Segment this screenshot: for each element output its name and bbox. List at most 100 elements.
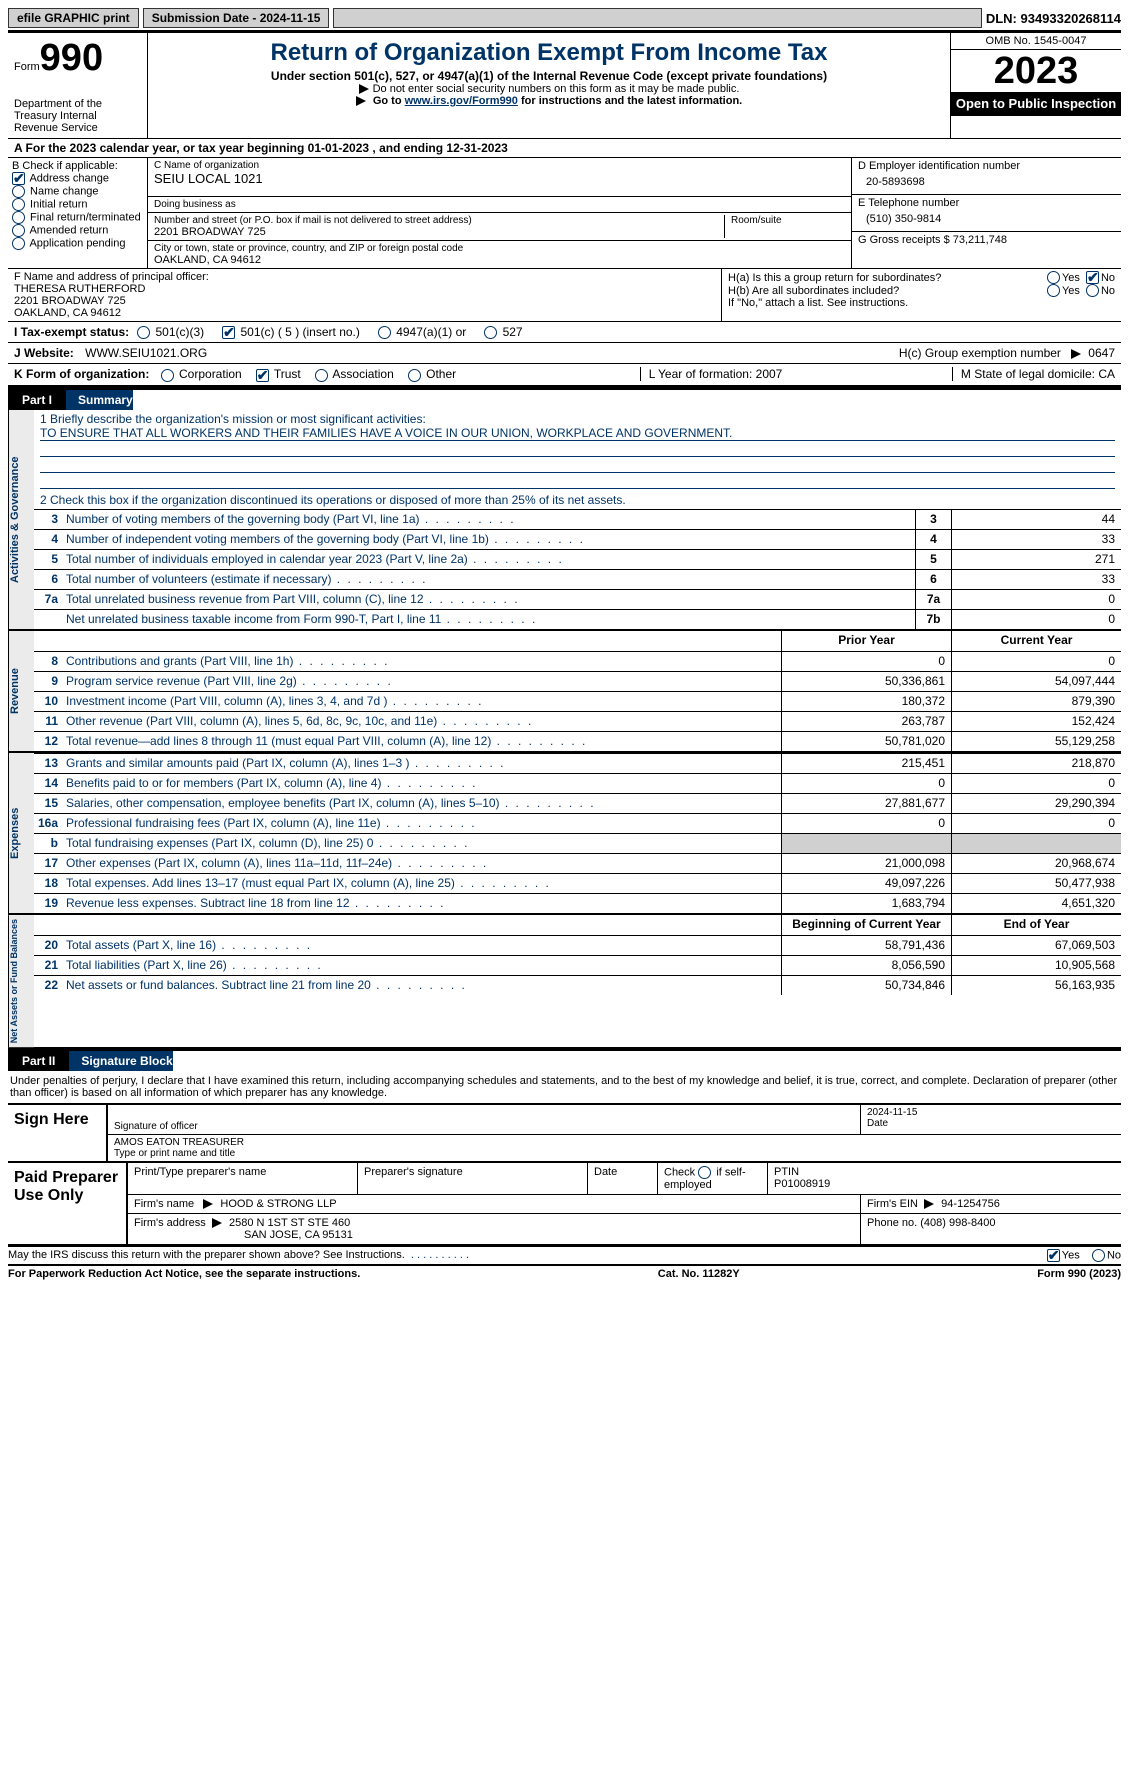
officer-label: F Name and address of principal officer: — [14, 271, 715, 283]
ptin-value: P01008919 — [774, 1178, 830, 1190]
summary-row: 19Revenue less expenses. Subtract line 1… — [34, 893, 1121, 913]
grid-bcdeg: B Check if applicable: Address change Na… — [8, 157, 1121, 268]
checkbox-k-3[interactable] — [408, 369, 421, 382]
row-fh: F Name and address of principal officer:… — [8, 268, 1121, 321]
checkbox-b-3[interactable] — [12, 211, 25, 224]
org-name-label: C Name of organization — [154, 160, 845, 171]
header-sub2: Do not enter social security numbers on … — [156, 83, 942, 95]
ein-label: D Employer identification number — [858, 160, 1115, 172]
org-form-label: K Form of organization: — [14, 367, 149, 381]
header-sub3: Go to www.irs.gov/Form990 for instructio… — [156, 95, 942, 107]
q1-value: TO ENSURE THAT ALL WORKERS AND THEIR FAM… — [40, 426, 1115, 441]
efile-button[interactable]: efile GRAPHIC print — [8, 8, 139, 28]
prep-name-header: Print/Type preparer's name — [128, 1163, 358, 1194]
ptin-label: PTIN — [774, 1166, 799, 1178]
checkbox-discuss-yes[interactable] — [1047, 1249, 1060, 1262]
checkbox-k-1[interactable] — [256, 369, 269, 382]
firm-name-label: Firm's name — [134, 1198, 194, 1210]
irs-link[interactable]: www.irs.gov/Form990 — [405, 95, 518, 107]
summary-row: bTotal fundraising expenses (Part IX, co… — [34, 833, 1121, 853]
form-title: Return of Organization Exempt From Incom… — [156, 39, 942, 67]
paid-preparer-block: Paid Preparer Use Only Print/Type prepar… — [8, 1163, 1121, 1246]
year-formation-label: L Year of formation: — [649, 367, 753, 381]
vtab-expenses: Expenses — [8, 753, 34, 913]
box-f: F Name and address of principal officer:… — [8, 269, 721, 321]
checkbox-hb-no[interactable] — [1086, 284, 1099, 297]
header-middle: Return of Organization Exempt From Incom… — [148, 33, 951, 138]
discuss-text: May the IRS discuss this return with the… — [8, 1249, 405, 1261]
checkbox-k-0[interactable] — [161, 369, 174, 382]
form-footer-right: Form 990 (2023) — [1037, 1268, 1121, 1280]
form-word: Form — [14, 61, 40, 73]
checkbox-b-0[interactable] — [12, 172, 25, 185]
checkbox-ha-no[interactable] — [1086, 271, 1099, 284]
prep-selfemp-header: Check if self-employed — [658, 1163, 768, 1194]
firm-addr2: SAN JOSE, CA 95131 — [134, 1229, 353, 1241]
box-b-item: Initial return — [12, 198, 143, 211]
checkbox-i-3[interactable] — [484, 326, 497, 339]
sig-officer-label: Signature of officer — [114, 1121, 854, 1132]
checkbox-b-5[interactable] — [12, 237, 25, 250]
checkbox-i-2[interactable] — [378, 326, 391, 339]
checkbox-i-0[interactable] — [137, 326, 150, 339]
summary-row: 11Other revenue (Part VIII, column (A), … — [34, 711, 1121, 731]
summary-row: 4Number of independent voting members of… — [34, 529, 1121, 549]
prep-date-header: Date — [588, 1163, 658, 1194]
box-b-item: Final return/terminated — [12, 211, 143, 224]
paperwork-notice: For Paperwork Reduction Act Notice, see … — [8, 1268, 360, 1280]
website-value: WWW.SEIU1021.ORG — [85, 346, 207, 360]
summary-row: 10Investment income (Part VIII, column (… — [34, 691, 1121, 711]
summary-row: 3Number of voting members of the governi… — [34, 509, 1121, 529]
dept-treasury: Department of the Treasury Internal Reve… — [14, 98, 141, 134]
org-name: SEIU LOCAL 1021 — [154, 171, 845, 186]
tax-year: 2023 — [951, 50, 1121, 92]
part1-title: Summary — [78, 390, 133, 410]
summary-row: 18Total expenses. Add lines 13–17 (must … — [34, 873, 1121, 893]
header-right: OMB No. 1545-0047 2023 Open to Public In… — [951, 33, 1121, 138]
vtab-activities: Activities & Governance — [8, 410, 34, 629]
summary-row: Net unrelated business taxable income fr… — [34, 609, 1121, 629]
begin-year-header: Beginning of Current Year — [781, 915, 951, 935]
summary-row: 7aTotal unrelated business revenue from … — [34, 589, 1121, 609]
h-b-label: H(b) Are all subordinates included? — [728, 285, 1047, 297]
section-expenses: Expenses 13Grants and similar amounts pa… — [8, 753, 1121, 915]
open-inspection: Open to Public Inspection — [951, 92, 1121, 116]
box-b-label: B Check if applicable: — [12, 160, 143, 172]
checkbox-k-2[interactable] — [315, 369, 328, 382]
netassets-header: Beginning of Current Year End of Year — [34, 915, 1121, 935]
hc-label: H(c) Group exemption number — [899, 346, 1061, 360]
section-netassets: Net Assets or Fund Balances Beginning of… — [8, 915, 1121, 1049]
tax-status-label: I Tax-exempt status: — [14, 325, 129, 339]
firm-phone-value: (408) 998-8400 — [920, 1217, 995, 1229]
box-h: H(a) Is this a group return for subordin… — [721, 269, 1121, 321]
dln: DLN: 93493320268114 — [986, 11, 1121, 26]
omb-number: OMB No. 1545-0047 — [951, 33, 1121, 50]
cat-no: Cat. No. 11282Y — [658, 1268, 740, 1280]
q2-text: 2 Check this box if the organization dis… — [34, 491, 1121, 509]
checkbox-hb-yes[interactable] — [1047, 284, 1060, 297]
box-c: C Name of organization SEIU LOCAL 1021 D… — [148, 158, 851, 268]
checkbox-b-2[interactable] — [12, 198, 25, 211]
checkbox-b-1[interactable] — [12, 185, 25, 198]
form-header: Form990 Department of the Treasury Inter… — [8, 30, 1121, 138]
checkbox-b-4[interactable] — [12, 224, 25, 237]
row-klm: K Form of organization: Corporation Trus… — [8, 363, 1121, 387]
arrow-icon — [1071, 349, 1081, 359]
summary-row: 17Other expenses (Part IX, column (A), l… — [34, 853, 1121, 873]
mission-block: 1 Briefly describe the organization's mi… — [34, 410, 1121, 491]
form-number: 990 — [40, 37, 103, 79]
part2-tag: Part II — [8, 1051, 69, 1071]
part1-tag: Part I — [8, 390, 66, 410]
checkbox-discuss-no[interactable] — [1092, 1249, 1105, 1262]
summary-row: 5Total number of individuals employed in… — [34, 549, 1121, 569]
checkbox-self-employed[interactable] — [698, 1166, 711, 1179]
checkbox-i-1[interactable] — [222, 326, 235, 339]
street-label: Number and street (or P.O. box if mail i… — [154, 215, 724, 226]
website-label: J Website: — [14, 346, 74, 360]
ein-value: 20-5893698 — [858, 172, 1115, 192]
summary-row: 8Contributions and grants (Part VIII, li… — [34, 651, 1121, 671]
firm-ein-value: 94-1254756 — [941, 1198, 1000, 1210]
section-revenue: Revenue Prior Year Current Year 8Contrib… — [8, 631, 1121, 753]
checkbox-ha-yes[interactable] — [1047, 271, 1060, 284]
h-b-note: If "No," attach a list. See instructions… — [728, 297, 1115, 309]
